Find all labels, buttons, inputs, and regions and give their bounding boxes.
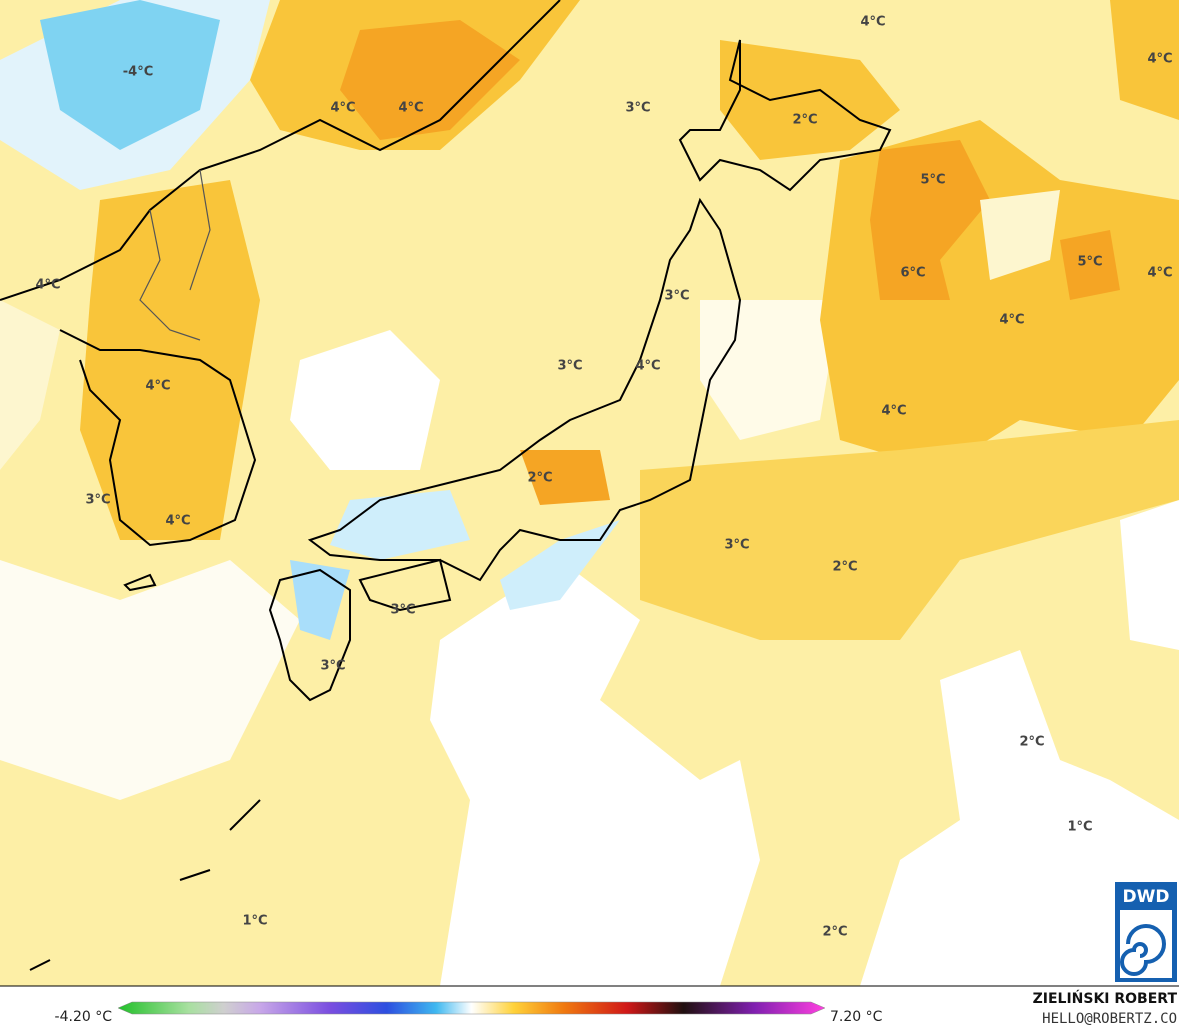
logo-text: DWD: [1123, 887, 1170, 907]
temperature-label: 1°C: [1067, 820, 1092, 835]
temperature-label: 4°C: [145, 379, 170, 394]
temperature-label: 3°C: [85, 493, 110, 508]
temperature-label: 4°C: [1147, 52, 1172, 67]
temperature-label: 5°C: [1077, 255, 1102, 270]
map-labels: -4°C 4°C 4°C 4°C 4°C 3°C 2°C 5°C 6°C 5°C 4°C 4°C 4°C…: [35, 15, 1172, 940]
legend-min: -4.20 °C: [55, 1009, 113, 1025]
temperature-label: 1°C: [242, 914, 267, 929]
temperature-label: 3°C: [724, 538, 749, 553]
temperature-label: 4°C: [881, 404, 906, 419]
temperature-label: 3°C: [625, 101, 650, 116]
temperature-label: 2°C: [832, 560, 857, 575]
credit-name: ZIELIŃSKI ROBERT: [1033, 989, 1178, 1007]
temperature-label: 4°C: [860, 15, 885, 30]
temperature-label: 5°C: [920, 173, 945, 188]
temperature-label: 2°C: [792, 113, 817, 128]
temperature-label: 4°C: [330, 101, 355, 116]
temperature-label: 3°C: [664, 289, 689, 304]
temperature-label: 2°C: [1019, 735, 1044, 750]
map-area: -4°C 4°C 4°C 4°C 4°C 3°C 2°C 5°C 6°C 5°C 4°C 4°C 4°C…: [0, 0, 1179, 986]
temperature-label: 4°C: [1147, 266, 1172, 281]
temperature-label: 3°C: [390, 603, 415, 618]
credit-email: HELLO@ROBERTZ.CO: [1042, 1011, 1177, 1027]
temperature-label: 6°C: [900, 266, 925, 281]
temperature-label: 3°C: [320, 659, 345, 674]
temperature-label: 4°C: [398, 101, 423, 116]
temperature-label: 4°C: [999, 313, 1024, 328]
temperature-label: -4°C: [123, 65, 153, 80]
temperature-label: 4°C: [35, 278, 60, 293]
temperature-label: 4°C: [635, 359, 660, 374]
logo: DWD: [1115, 882, 1177, 982]
legend-max: 7.20 °C: [830, 1009, 883, 1025]
temperature-label: 2°C: [822, 925, 847, 940]
temperature-label: 2°C: [527, 471, 552, 486]
temperature-label: 4°C: [165, 514, 190, 529]
colorbar: -4.20 °C 7.20 °C: [55, 1001, 883, 1025]
temperature-label: 3°C: [557, 359, 582, 374]
